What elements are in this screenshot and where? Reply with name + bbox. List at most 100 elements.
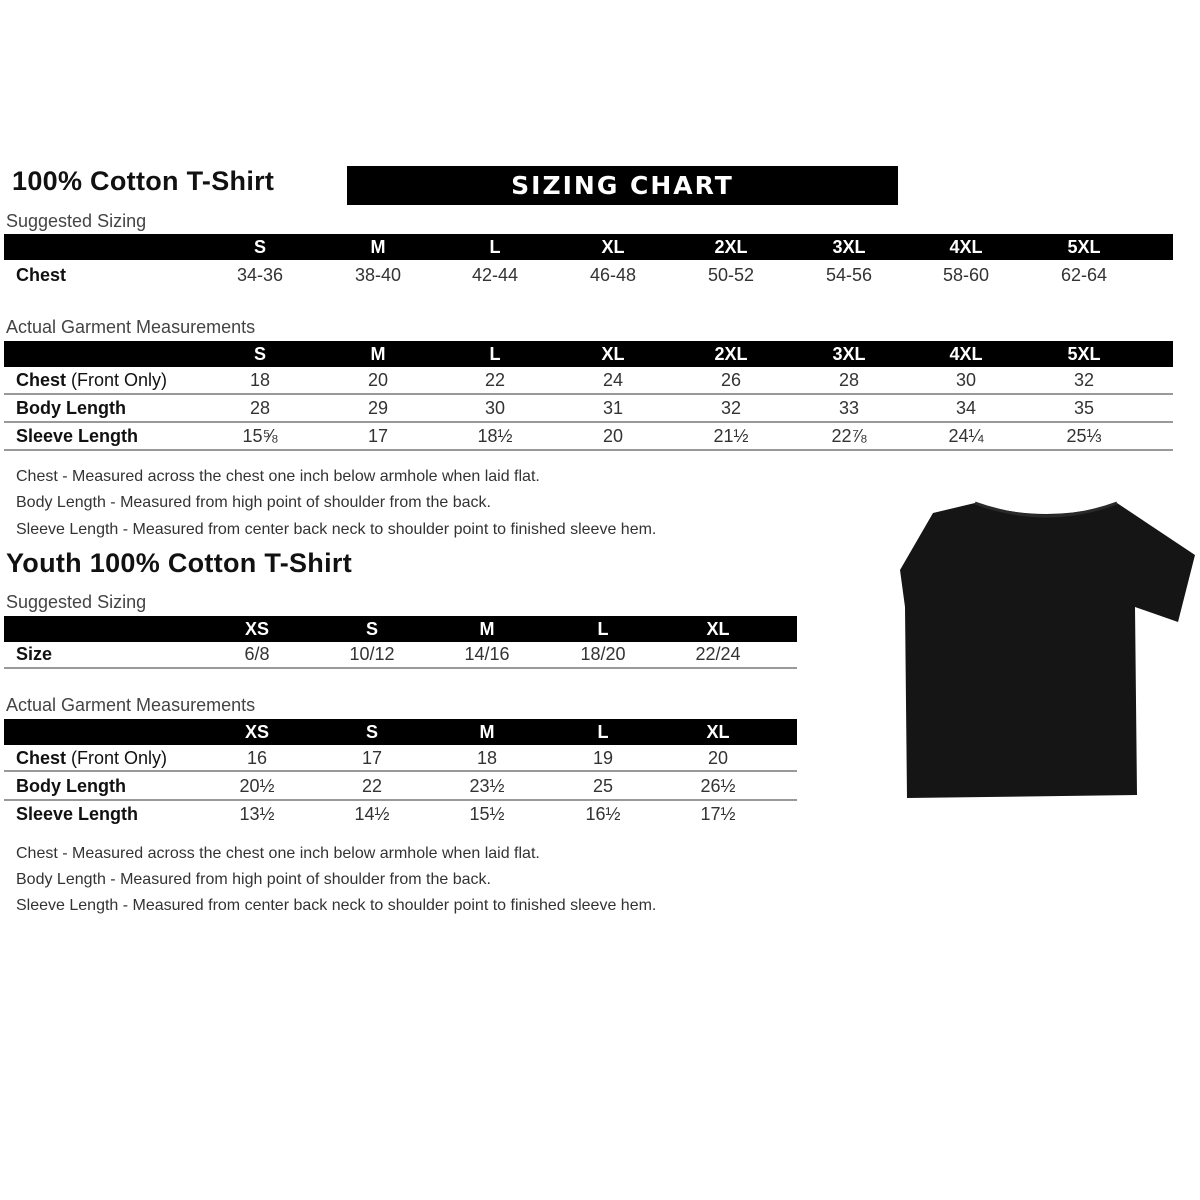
size-header: 4XL [949, 237, 983, 257]
row-label: Chest (Front Only) [16, 370, 167, 391]
header-bar [4, 341, 1173, 367]
table-cell: 10/12 [349, 644, 395, 664]
table-cell: 17 [361, 748, 383, 768]
size-header: S [253, 344, 267, 364]
row-label: Body Length [16, 398, 126, 419]
row-separator [4, 770, 797, 772]
youth-actual-heading: Actual Garment Measurements [6, 695, 256, 715]
row-label-text: Size [16, 644, 53, 664]
size-header: 3XL [832, 237, 866, 257]
header-bar [4, 719, 797, 745]
size-header: 3XL [832, 344, 866, 364]
table-cell: 62-64 [1060, 265, 1108, 285]
size-header: L [597, 722, 609, 742]
size-header: 5XL [1067, 344, 1101, 364]
adult-suggested-heading: Suggested Sizing [6, 211, 147, 231]
size-header: 2XL [714, 344, 748, 364]
adult-note-body: Body Length - Measured from high point o… [16, 494, 491, 511]
row-label: Body Length [16, 776, 126, 797]
youth-note-sleeve: Sleeve Length - Measured from center bac… [16, 897, 657, 914]
youth-title: Youth 100% Cotton T-Shirt [6, 548, 352, 578]
row-separator [4, 393, 1173, 395]
table-cell: 24 [602, 370, 624, 390]
header-bar [4, 616, 797, 642]
table-cell: 18½ [477, 426, 513, 446]
size-header: L [489, 237, 501, 257]
table-cell: 30 [484, 398, 506, 418]
row-separator [4, 667, 797, 669]
table-cell: 28 [249, 398, 271, 418]
row-label-text: Sleeve Length [16, 804, 139, 824]
row-label: Sleeve Length [16, 804, 138, 825]
table-cell: 35 [1073, 398, 1095, 418]
adult-note-chest: Chest - Measured across the chest one in… [16, 468, 540, 485]
row-label-text: Chest [16, 748, 67, 768]
table-cell: 18/20 [580, 644, 626, 664]
size-header: M [370, 237, 386, 257]
youth-note-chest: Chest - Measured across the chest one in… [16, 845, 540, 862]
row-label-text: Chest [16, 265, 67, 285]
table-cell: 22 [361, 776, 383, 796]
sizing-chart-banner: SIZING CHART [347, 166, 898, 205]
table-cell: 22⅞ [831, 426, 867, 446]
table-cell: 29 [367, 398, 389, 418]
table-cell: 15½ [469, 804, 505, 824]
table-cell: 17 [367, 426, 389, 446]
table-cell: 54-56 [825, 265, 873, 285]
table-cell: 25 [592, 776, 614, 796]
row-label: Size [16, 644, 52, 665]
table-cell: 31 [602, 398, 624, 418]
table-cell: 20½ [239, 776, 275, 796]
table-cell: 30 [955, 370, 977, 390]
table-cell: 20 [367, 370, 389, 390]
size-header: S [253, 237, 267, 257]
adult-note-sleeve: Sleeve Length - Measured from center bac… [16, 521, 657, 538]
size-header: L [597, 619, 609, 639]
table-cell: 23½ [469, 776, 505, 796]
table-cell: 18 [476, 748, 498, 768]
row-label: Chest [16, 265, 66, 286]
table-cell: 24¼ [948, 426, 984, 446]
size-header: XL [601, 344, 625, 364]
table-cell: 33 [838, 398, 860, 418]
size-header: S [365, 619, 379, 639]
size-header: L [489, 344, 501, 364]
table-cell: 42-44 [471, 265, 519, 285]
row-label: Chest (Front Only) [16, 748, 167, 769]
header-bar [4, 234, 1173, 260]
size-header: M [479, 619, 495, 639]
table-cell: 34 [955, 398, 977, 418]
table-cell: 14½ [354, 804, 390, 824]
size-header: M [370, 344, 386, 364]
table-cell: 25⅓ [1066, 426, 1102, 446]
tshirt-icon [900, 501, 1195, 798]
table-cell: 22 [484, 370, 506, 390]
row-label-text: Chest [16, 370, 67, 390]
size-header: XL [706, 722, 730, 742]
size-header: 5XL [1067, 237, 1101, 257]
adult-actual-heading: Actual Garment Measurements [6, 317, 256, 337]
table-cell: 17½ [700, 804, 736, 824]
row-label-text: Sleeve Length [16, 426, 139, 446]
table-cell: 21½ [713, 426, 749, 446]
row-separator [4, 421, 1173, 423]
size-header: XS [244, 722, 270, 742]
table-cell: 38-40 [354, 265, 402, 285]
table-cell: 16 [246, 748, 268, 768]
table-cell: 6/8 [244, 644, 270, 664]
table-cell: 26½ [700, 776, 736, 796]
row-separator [4, 449, 1173, 451]
table-cell: 19 [592, 748, 614, 768]
table-cell: 13½ [239, 804, 275, 824]
row-separator [4, 799, 797, 801]
row-label: Sleeve Length [16, 426, 138, 447]
size-header: S [365, 722, 379, 742]
table-cell: 18 [249, 370, 271, 390]
row-label-extra: (Front Only) [66, 370, 168, 390]
table-cell: 46-48 [589, 265, 637, 285]
table-cell: 20 [707, 748, 729, 768]
size-header: 2XL [714, 237, 748, 257]
size-header: XL [706, 619, 730, 639]
table-cell: 26 [720, 370, 742, 390]
